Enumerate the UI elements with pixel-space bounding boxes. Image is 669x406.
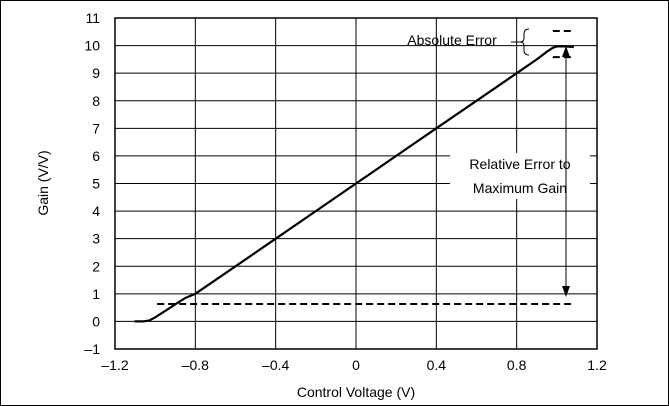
x-tick-label-5: 0.8 bbox=[507, 357, 527, 373]
x-tick-label-0: –1.2 bbox=[101, 357, 128, 373]
y-tick-label-7: 6 bbox=[92, 148, 100, 164]
x-tick-label-3: 0 bbox=[352, 357, 360, 373]
x-tick-labels: –1.2 –0.8 –0.4 0 0.4 0.8 1.2 bbox=[101, 357, 607, 373]
y-tick-label-8: 7 bbox=[92, 120, 100, 136]
y-tick-label-2: 1 bbox=[92, 286, 100, 302]
y-tick-label-3: 2 bbox=[92, 258, 100, 274]
x-axis-title: Control Voltage (V) bbox=[297, 384, 415, 400]
annotation-relative-error-line1: Relative Error to bbox=[469, 156, 570, 172]
y-tick-label-1: 0 bbox=[92, 313, 100, 329]
x-tick-label-2: –0.4 bbox=[262, 357, 289, 373]
y-tick-labels: –1 0 1 2 3 4 5 6 7 8 9 10 11 bbox=[84, 10, 100, 357]
annotation-relative-error-line2: Maximum Gain bbox=[473, 180, 567, 196]
y-axis-title: Gain (V/V) bbox=[35, 150, 51, 215]
annotation-absolute-error: Absolute Error bbox=[407, 32, 497, 48]
y-tick-label-5: 4 bbox=[92, 203, 100, 219]
y-tick-label-9: 8 bbox=[92, 93, 100, 109]
x-tick-label-6: 1.2 bbox=[587, 357, 607, 373]
x-tick-label-1: –0.8 bbox=[182, 357, 209, 373]
y-tick-label-11: 10 bbox=[84, 38, 100, 54]
absolute-error-brace bbox=[520, 29, 529, 55]
relative-error-arrowhead-down bbox=[562, 286, 570, 297]
y-tick-label-4: 3 bbox=[92, 231, 100, 247]
y-tick-label-12: 11 bbox=[85, 10, 100, 26]
x-tick-label-4: 0.4 bbox=[427, 357, 447, 373]
y-tick-label-0: –1 bbox=[84, 341, 100, 357]
annotations: Absolute Error Relative Error to Maximum… bbox=[407, 29, 590, 297]
y-tick-label-6: 5 bbox=[92, 176, 100, 192]
y-tick-label-10: 9 bbox=[92, 65, 100, 81]
